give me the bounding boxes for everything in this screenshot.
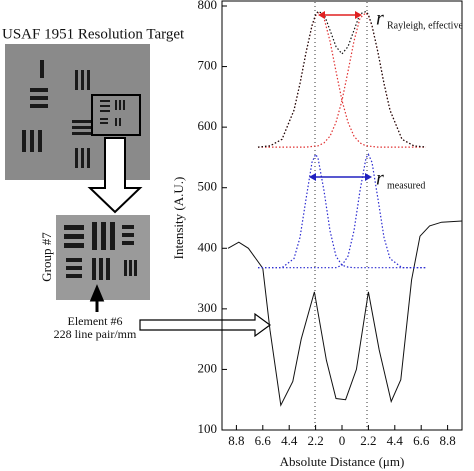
- series-line: [257, 10, 427, 148]
- figure-title: USAF 1951 Resolution Target: [2, 26, 185, 42]
- y-tick-label: 300: [198, 300, 218, 315]
- zoom-arrow: [87, 137, 143, 214]
- annotation-subscript: measured: [387, 180, 425, 191]
- x-tick-label: 4.4: [387, 433, 404, 448]
- x-tick-label: 8.8: [228, 433, 244, 448]
- y-tick-label: 100: [198, 421, 218, 436]
- group-label: Group #7: [39, 232, 54, 282]
- annotation-subscript: Rayleigh, effective: [387, 20, 463, 31]
- series-line: [227, 220, 463, 407]
- series-line: [258, 153, 426, 269]
- x-axis-label: Absolute Distance (μm): [280, 454, 405, 469]
- y-tick-label: 200: [198, 360, 218, 375]
- x-tick-label: 2.2: [307, 433, 323, 448]
- annotation-symbol: r: [376, 8, 384, 30]
- element-arrow: [89, 284, 105, 312]
- pointer-arrow: [139, 312, 272, 338]
- annotation-symbol: r: [376, 168, 384, 190]
- x-tick-label: 2.2: [360, 433, 376, 448]
- y-tick-label: 500: [198, 179, 218, 194]
- group-bars: [64, 222, 137, 280]
- element-detail: 228 line pair/mm: [54, 327, 137, 341]
- x-tick-label: 0: [339, 433, 346, 448]
- plot-frame: [221, 0, 463, 431]
- x-tick-label: 4.4: [281, 433, 298, 448]
- y-tick-label: 800: [198, 0, 218, 12]
- series-line: [258, 11, 427, 148]
- y-tick-label: 600: [198, 118, 218, 133]
- y-tick-label: 400: [198, 239, 218, 254]
- y-axis-label: Intensity (A.U.): [171, 177, 186, 260]
- y-tick-label: 700: [198, 58, 218, 73]
- x-tick-label: 6.6: [255, 433, 272, 448]
- zoom-box: [91, 94, 141, 136]
- plot: 100 200 300 400 500 600 700 800 8.8 6.6 4.4 2.2 0 2.2…: [171, 0, 463, 469]
- series-line: [258, 153, 426, 269]
- arrow-head: [309, 173, 372, 181]
- x-tick-label: 8.8: [439, 433, 455, 448]
- element-label: Element #6: [68, 314, 123, 328]
- x-tick-label: 6.6: [413, 433, 430, 448]
- series-line: [257, 11, 426, 148]
